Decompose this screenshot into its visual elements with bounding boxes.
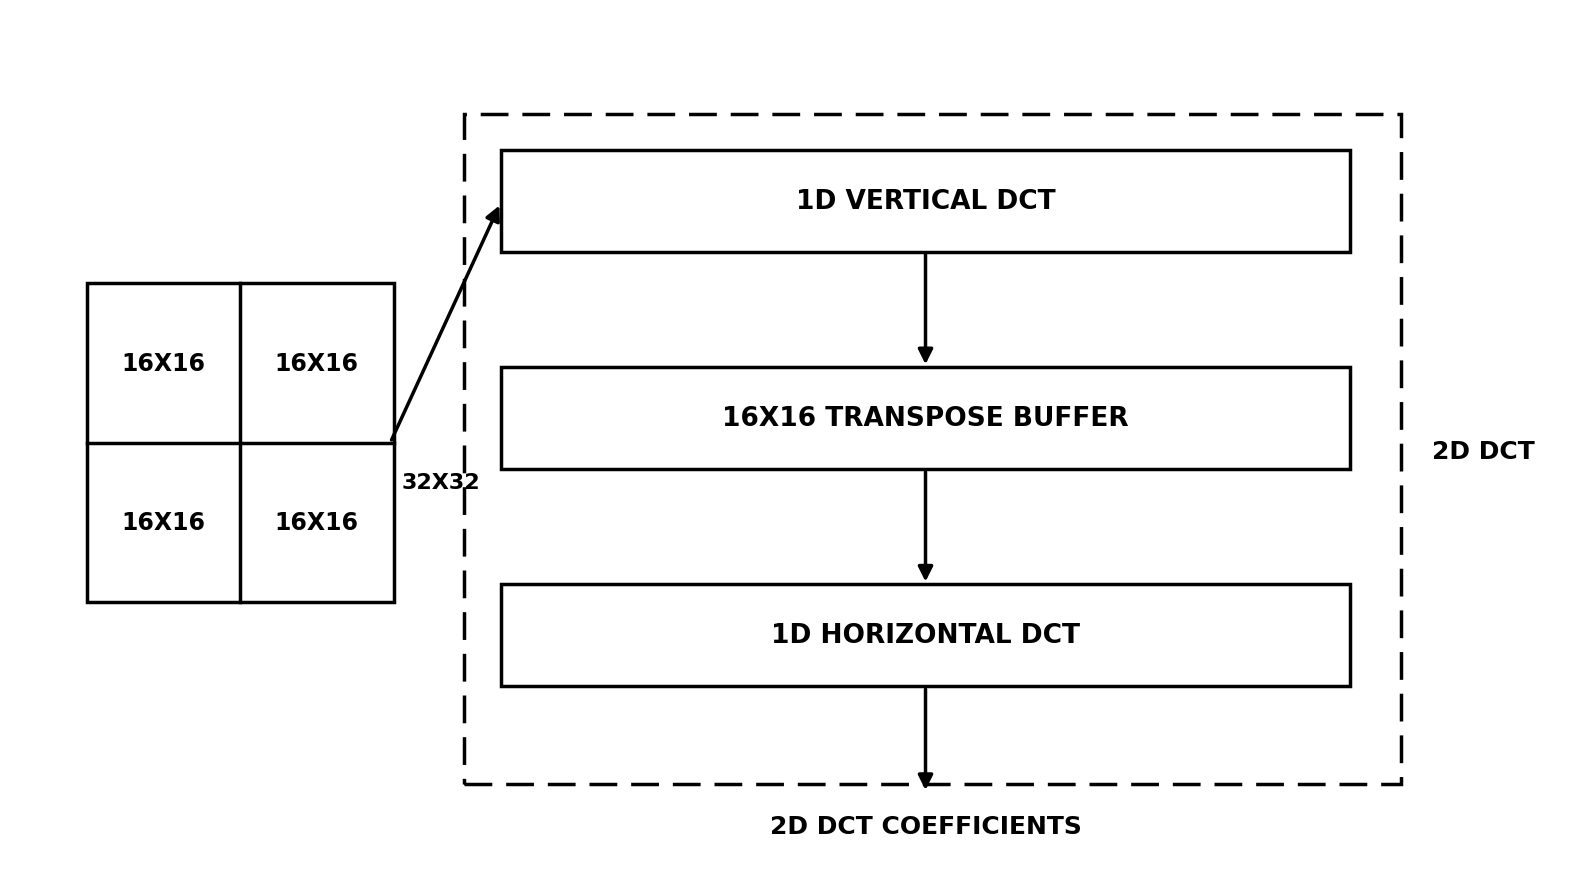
Text: 16X16: 16X16	[275, 510, 359, 535]
Text: 2D DCT COEFFICIENTS: 2D DCT COEFFICIENTS	[770, 813, 1081, 838]
Bar	[501, 585, 1350, 687]
Bar	[87, 284, 394, 602]
Text: 16X16: 16X16	[121, 351, 205, 376]
Text: 16X16 TRANSPOSE BUFFER: 16X16 TRANSPOSE BUFFER	[722, 406, 1129, 431]
Bar	[501, 368, 1350, 470]
Text: 16X16: 16X16	[275, 351, 359, 376]
Text: 32X32: 32X32	[401, 473, 480, 493]
Text: 1D HORIZONTAL DCT: 1D HORIZONTAL DCT	[771, 623, 1080, 649]
Bar	[501, 151, 1350, 253]
Bar	[464, 115, 1401, 784]
Text: 2D DCT: 2D DCT	[1432, 439, 1535, 464]
Text: 1D VERTICAL DCT: 1D VERTICAL DCT	[796, 189, 1055, 214]
Text: 16X16: 16X16	[121, 510, 205, 535]
